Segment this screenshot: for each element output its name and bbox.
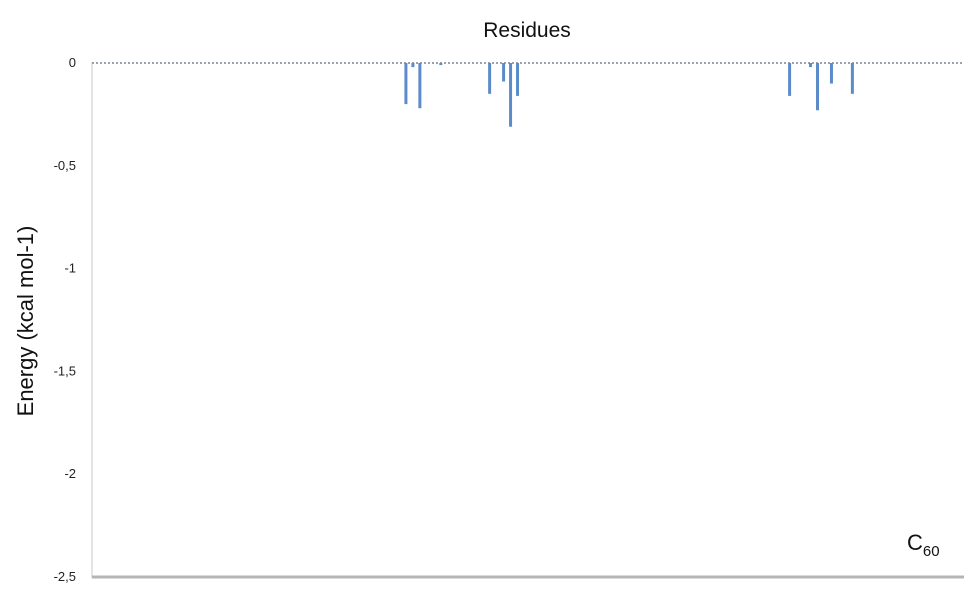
energy-bar — [488, 63, 492, 94]
energy-bar — [411, 63, 415, 68]
energy-bar — [502, 63, 506, 82]
chart-title: Residues — [483, 19, 571, 42]
y-tick-label: -2 — [64, 466, 76, 481]
energy-bar — [816, 63, 820, 111]
bars-group — [404, 63, 854, 127]
energy-bar — [509, 63, 513, 127]
energy-bar — [829, 63, 833, 84]
energy-bar — [404, 63, 408, 105]
annotation-subscript: 60 — [923, 543, 940, 560]
energy-bar — [809, 63, 813, 68]
y-tick-label: -1 — [64, 261, 76, 276]
energy-bar — [418, 63, 422, 109]
molecule-annotation: C60 — [907, 530, 940, 560]
y-tick-labels: 0 -0,5 -1 -1,5 -2 -2,5 — [54, 55, 76, 584]
energy-bar — [850, 63, 854, 94]
y-tick-label: 0 — [69, 55, 76, 70]
y-tick-label: -0,5 — [54, 158, 76, 173]
energy-bar — [439, 63, 443, 66]
y-tick-label: -2,5 — [54, 569, 76, 584]
energy-bar — [516, 63, 520, 96]
energy-bar — [788, 63, 792, 96]
y-tick-label: -1,5 — [54, 363, 76, 378]
annotation-main: C — [907, 530, 923, 555]
y-axis-label: Energy (kcal mol-1) — [13, 226, 38, 417]
